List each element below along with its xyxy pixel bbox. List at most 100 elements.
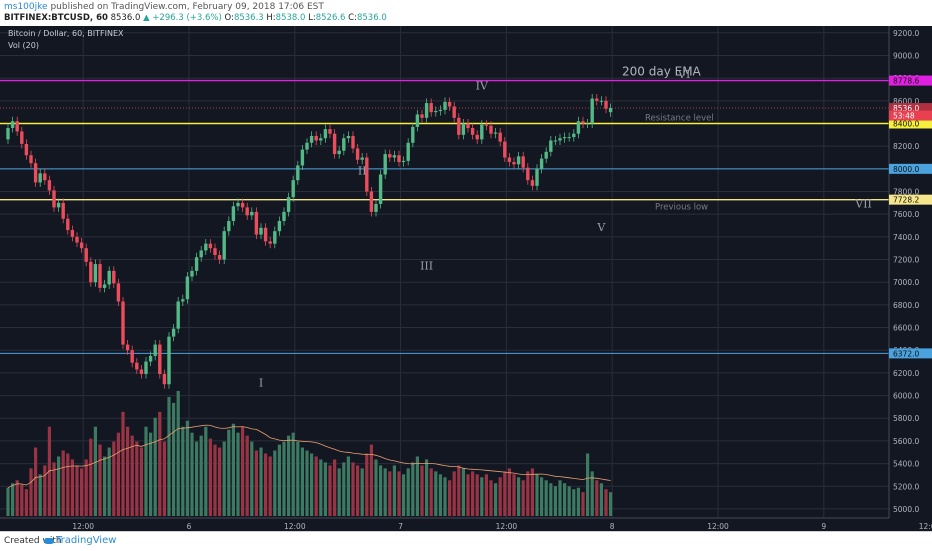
volume-bar bbox=[480, 477, 484, 516]
tradingview-brand[interactable]: TradingView bbox=[56, 535, 117, 546]
level-price-text: 6372.0 bbox=[893, 349, 919, 358]
time-tick-label: 12:00 bbox=[72, 522, 94, 531]
candle-body bbox=[185, 276, 190, 300]
last-price: 8536.0 bbox=[110, 13, 141, 23]
volume-bar bbox=[11, 483, 15, 516]
change-up-icon: ▲ bbox=[143, 13, 150, 23]
price-axis-markers: 8778.6 8400.0 8000.0 7728.2 6372.0 8536.053:4… bbox=[889, 75, 932, 359]
volume-bar bbox=[144, 426, 148, 516]
volume-bar bbox=[388, 471, 392, 516]
candle-body bbox=[158, 344, 162, 375]
volume-bar bbox=[586, 453, 590, 516]
close-label: C: bbox=[348, 13, 357, 23]
volume-bar bbox=[259, 447, 263, 516]
wave-label: I bbox=[259, 376, 263, 389]
candle-body bbox=[516, 156, 521, 165]
wave-label: VI bbox=[677, 68, 690, 81]
candle-body bbox=[434, 111, 438, 113]
candle-body bbox=[558, 138, 562, 141]
volume-bar bbox=[195, 441, 199, 516]
candle-body bbox=[75, 236, 79, 243]
volume-bar bbox=[411, 462, 415, 516]
volume-bar bbox=[61, 450, 65, 516]
publisher-username[interactable]: ms100jke bbox=[4, 2, 48, 12]
time-tick-label: 12:00 bbox=[919, 522, 932, 531]
candle-body bbox=[562, 137, 567, 139]
price-tick-label: 7600.0 bbox=[893, 210, 919, 219]
candle-body bbox=[291, 180, 295, 198]
volume-bar bbox=[494, 483, 498, 516]
change-value: +296.3 (+3.6%) bbox=[152, 13, 222, 23]
volume-bar bbox=[406, 468, 410, 516]
candle-body bbox=[512, 162, 516, 165]
candle-body bbox=[608, 108, 613, 113]
candle-body bbox=[457, 117, 461, 135]
candle-body bbox=[498, 132, 502, 142]
volume-bar bbox=[149, 432, 153, 516]
volume-bar bbox=[526, 471, 530, 516]
candle-body bbox=[176, 301, 180, 329]
volume-bar bbox=[457, 465, 461, 516]
candle-body bbox=[332, 133, 337, 155]
price-tick-label: 6000.0 bbox=[893, 392, 919, 401]
volume-bar bbox=[461, 468, 465, 516]
price-tick-label: 7200.0 bbox=[893, 256, 919, 265]
volume-bar bbox=[273, 450, 277, 516]
volume-bar bbox=[241, 426, 245, 516]
volume-bar bbox=[503, 471, 507, 516]
candle-body bbox=[411, 126, 415, 143]
volume-bar bbox=[43, 465, 47, 516]
price-tick-label: 5000.0 bbox=[893, 505, 919, 514]
volume-bar bbox=[402, 474, 406, 516]
volume-bar bbox=[356, 465, 360, 516]
candle-body bbox=[346, 135, 351, 139]
time-axis[interactable]: 12:00612:00712:00812:00912:001012:001112… bbox=[72, 522, 932, 531]
candle-body bbox=[604, 100, 608, 109]
volume-bar bbox=[530, 468, 534, 516]
open-label: O: bbox=[224, 13, 234, 23]
volume-bar bbox=[254, 450, 258, 516]
volume-bar bbox=[231, 423, 235, 516]
candle-body bbox=[93, 264, 98, 283]
volume-bar bbox=[443, 477, 447, 516]
candle-body bbox=[452, 106, 456, 118]
candle-body bbox=[595, 98, 599, 101]
volume-bar bbox=[38, 474, 42, 516]
open-value: 8536.3 bbox=[233, 13, 264, 23]
candle-body bbox=[567, 137, 571, 139]
candle-body bbox=[539, 158, 544, 169]
volume-bar bbox=[507, 468, 511, 516]
level-note-ema: 200 day EMA bbox=[622, 65, 702, 79]
candle-body bbox=[240, 202, 245, 208]
candle-body bbox=[369, 191, 374, 212]
volume-bar bbox=[567, 486, 571, 516]
level-price-marker bbox=[889, 194, 932, 205]
volume-bar bbox=[484, 474, 488, 516]
published-text: published on TradingView.com, February 0… bbox=[50, 2, 324, 12]
candle-body bbox=[167, 336, 171, 385]
candle-body bbox=[383, 154, 387, 175]
volume-bar bbox=[337, 468, 341, 516]
series-legend: Bitcoin / Dollar, 60, BITFINEX bbox=[8, 29, 124, 38]
volume-bar bbox=[576, 487, 580, 516]
volume-bar bbox=[6, 487, 10, 516]
price-tick-label: 7400.0 bbox=[893, 233, 919, 242]
volume-bar bbox=[383, 468, 387, 516]
candle-body bbox=[599, 100, 604, 102]
volume-bar bbox=[420, 465, 424, 516]
candle-body bbox=[79, 242, 84, 249]
candle-body bbox=[553, 140, 558, 142]
volume-bar bbox=[323, 462, 327, 516]
level-price-text: 8000.0 bbox=[893, 165, 919, 174]
price-chart[interactable]: 200 day EMA Resistance level Previous low I… bbox=[0, 26, 932, 531]
candle-body bbox=[397, 155, 401, 163]
volume-bar bbox=[15, 480, 19, 516]
price-tick-label: 9200.0 bbox=[893, 29, 919, 38]
volume-bar bbox=[558, 480, 562, 516]
volume-bar bbox=[121, 411, 125, 516]
candle-body bbox=[135, 362, 139, 370]
candle-body bbox=[24, 143, 29, 156]
publish-line: ms100jke published on TradingView.com, F… bbox=[4, 2, 324, 12]
volume-bar bbox=[328, 465, 332, 516]
current-price-marker bbox=[889, 103, 932, 114]
